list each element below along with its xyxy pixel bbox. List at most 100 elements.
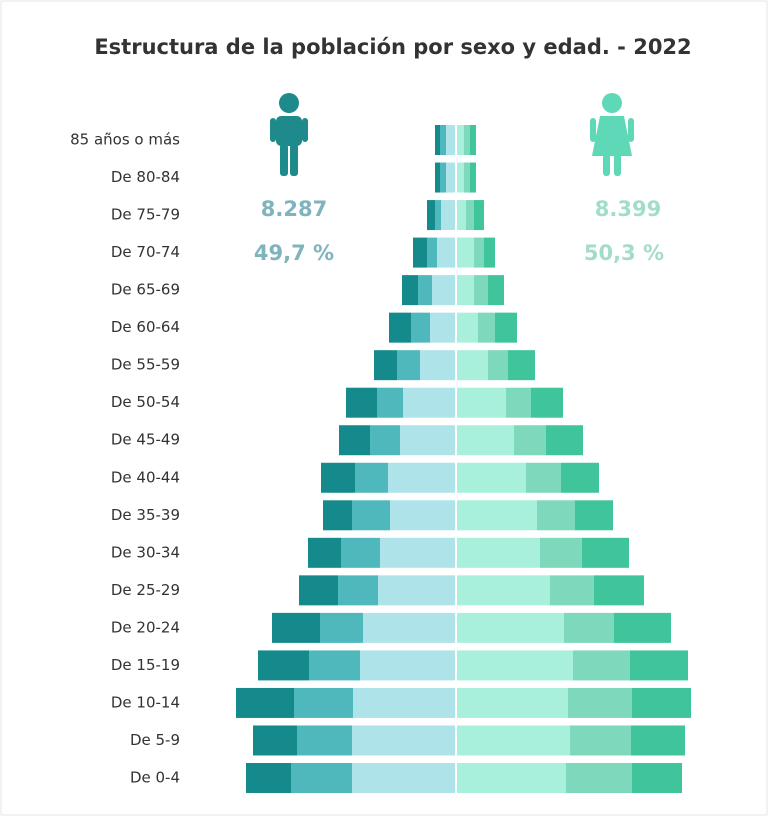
- bar-segment: [632, 687, 691, 718]
- bar-segment: [432, 275, 455, 306]
- bar-segment: [495, 312, 517, 343]
- bar-segment: [339, 425, 370, 456]
- bar-segment: [441, 200, 455, 231]
- female-icon: [590, 93, 634, 176]
- bar-segment: [236, 687, 294, 718]
- bar-segment: [457, 575, 550, 606]
- category-label: De 35-39: [111, 506, 180, 524]
- chart-title: Estructura de la población por sexo y ed…: [94, 35, 691, 59]
- bar-segment: [457, 200, 466, 231]
- category-label: De 60-64: [111, 318, 180, 336]
- male-icon: [270, 93, 308, 176]
- category-label: De 30-34: [111, 543, 180, 561]
- bar-segment: [478, 312, 495, 343]
- bar-segment: [457, 275, 474, 306]
- category-label: De 65-69: [111, 281, 180, 299]
- bar-segment: [353, 687, 455, 718]
- bar-segment: [308, 537, 341, 568]
- bar-segment: [346, 387, 377, 418]
- bar-segment: [594, 575, 644, 606]
- bar-segment: [427, 237, 437, 268]
- bar-segment: [440, 125, 446, 155]
- bar-segment: [457, 462, 526, 493]
- bar-segment: [464, 125, 470, 155]
- bar-segment: [380, 537, 455, 568]
- bar-segment: [403, 387, 455, 418]
- male-share: 49,7 %: [254, 241, 334, 265]
- bar-segment: [437, 237, 455, 268]
- category-label: De 40-44: [111, 468, 180, 486]
- bar-segment: [540, 537, 582, 568]
- bar-segment: [338, 575, 378, 606]
- category-label: De 25-29: [111, 581, 180, 599]
- bar-segment: [537, 500, 575, 531]
- bar-segment: [378, 575, 455, 606]
- category-label: De 5-9: [130, 731, 180, 749]
- bar-segment: [564, 612, 614, 643]
- bar-segment: [352, 725, 455, 756]
- category-label: De 55-59: [111, 356, 180, 374]
- bar-segment: [566, 763, 632, 793]
- bar-segment: [457, 425, 514, 456]
- bar-segment: [397, 350, 420, 381]
- bar-segment: [435, 125, 440, 155]
- bar-segment: [258, 650, 309, 681]
- bar-segment: [272, 612, 320, 643]
- bar-segment: [363, 612, 455, 643]
- category-label: 85 años o más: [70, 131, 180, 149]
- bar-segment: [321, 462, 355, 493]
- category-label: De 80-84: [111, 168, 180, 186]
- bar-segment: [526, 462, 561, 493]
- bar-segment: [614, 612, 671, 643]
- bar-segment: [297, 725, 352, 756]
- bar-segment: [550, 575, 594, 606]
- bar-segment: [320, 612, 363, 643]
- male-total: 8.287: [261, 197, 327, 221]
- bar-segment: [435, 200, 441, 231]
- bar-segment: [457, 725, 570, 756]
- category-label: De 45-49: [111, 431, 180, 449]
- bar-segment: [457, 350, 488, 381]
- bar-segment: [374, 350, 397, 381]
- bar-segment: [575, 500, 613, 531]
- bar-segment: [466, 200, 474, 231]
- bar-segment: [457, 162, 464, 193]
- bar-segment: [370, 425, 400, 456]
- bar-segment: [568, 687, 632, 718]
- bar-segment: [446, 125, 455, 155]
- bar-segment: [484, 237, 495, 268]
- bar-segment: [506, 387, 531, 418]
- bar-segment: [561, 462, 599, 493]
- female-share: 50,3 %: [584, 241, 664, 265]
- bar-segment: [291, 763, 352, 793]
- bar-segment: [341, 537, 380, 568]
- bar-segment: [570, 725, 631, 756]
- bar-segment: [457, 537, 540, 568]
- bar-segment: [514, 425, 546, 456]
- bar-segment: [294, 687, 353, 718]
- bar-segment: [427, 200, 435, 231]
- bar-segment: [457, 687, 568, 718]
- female-total: 8.399: [595, 197, 661, 221]
- bar-segment: [457, 763, 566, 793]
- bar-segment: [470, 125, 476, 155]
- bar-segment: [457, 387, 506, 418]
- bar-segment: [457, 125, 464, 155]
- bar-segment: [418, 275, 432, 306]
- bar-segment: [464, 162, 470, 193]
- bar-segment: [573, 650, 630, 681]
- bar-segment: [488, 275, 504, 306]
- bar-segment: [435, 162, 440, 193]
- bar-segment: [457, 500, 537, 531]
- category-label: De 50-54: [111, 393, 180, 411]
- bar-segment: [457, 650, 573, 681]
- bar-segment: [389, 312, 411, 343]
- bar-segment: [446, 162, 455, 193]
- bar-segment: [474, 237, 484, 268]
- bar-segment: [508, 350, 535, 381]
- bar-segment: [411, 312, 430, 343]
- bar-segment: [402, 275, 418, 306]
- bar-segment: [582, 537, 629, 568]
- bar-segment: [253, 725, 297, 756]
